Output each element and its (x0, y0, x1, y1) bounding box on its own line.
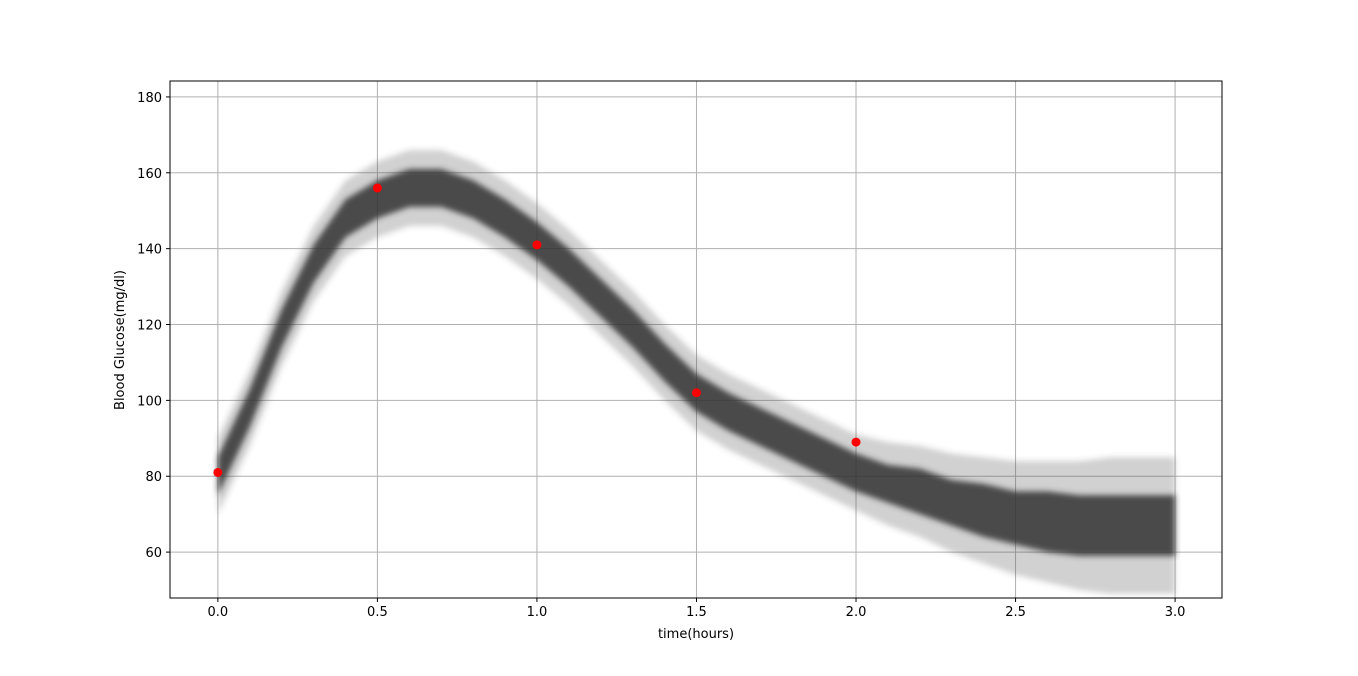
plot-frame (169, 80, 1223, 599)
y-tick-label: 140 (137, 243, 162, 258)
y-tick-label: 160 (137, 167, 162, 182)
y-tick-label: 80 (145, 470, 162, 485)
data-point (213, 467, 223, 477)
x-axis-label: time(hours) (658, 627, 734, 642)
data-point (532, 240, 542, 250)
y-tick-label: 180 (137, 91, 162, 106)
data-point (851, 437, 861, 447)
y-tick-label: 100 (137, 394, 162, 409)
x-tick-label: 2.0 (846, 605, 867, 620)
data-point (372, 183, 382, 193)
x-tick-label: 0.5 (367, 605, 388, 620)
y-tick-label: 60 (145, 546, 162, 561)
x-tick-label: 1.5 (686, 605, 707, 620)
x-tick-label: 1.0 (527, 605, 548, 620)
x-tick-label: 2.5 (1005, 605, 1026, 620)
data-point (691, 388, 701, 398)
uncertainty-band (217, 169, 1176, 556)
y-axis-label: Blood Glucose(mg/dl) (113, 270, 128, 410)
y-tick-label: 120 (137, 319, 162, 334)
x-tick-label: 0.0 (208, 605, 229, 620)
x-tick-label: 3.0 (1165, 605, 1186, 620)
